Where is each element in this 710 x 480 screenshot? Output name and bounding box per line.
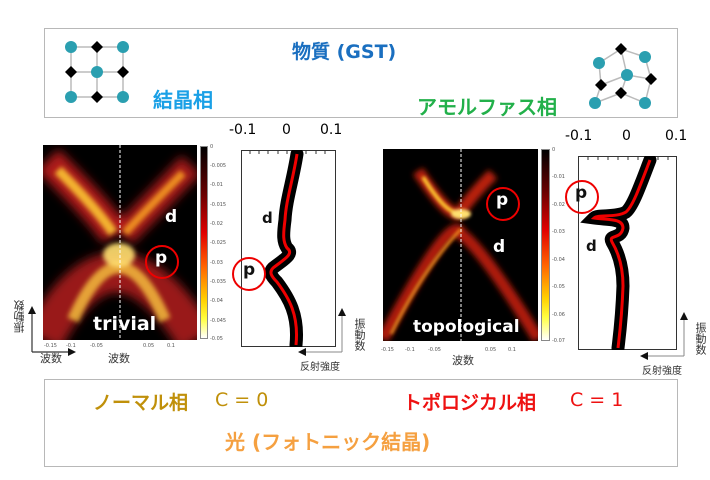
p-band-highlight-circle — [145, 245, 179, 279]
colorbar-tick: -0.045 — [210, 318, 227, 324]
top-tick: 0 — [622, 128, 631, 144]
spectrum-axis-arrows-icon — [298, 308, 346, 356]
colorbar-tick: -0.035 — [210, 279, 227, 285]
x-tick: 0.05 — [485, 347, 497, 353]
top-tick: -0.1 — [565, 128, 593, 144]
normal-chern-number: C = 0 — [215, 389, 269, 411]
x-tick: 0.1 — [508, 347, 516, 353]
colorbar-tick: -0.06 — [552, 312, 565, 318]
spectrum-p-highlight-circle — [565, 180, 599, 214]
topological-phase-label: トポロジカル相 — [403, 392, 537, 414]
trivial-dispersion-map: d p trivial — [43, 145, 197, 340]
colorbar-tick: -0.005 — [210, 163, 227, 169]
colorbar-tick: 0 — [552, 147, 556, 153]
colorbar-tick: -0.02 — [210, 221, 223, 227]
p-band-highlight-circle — [486, 187, 520, 221]
x-tick: -0.1 — [66, 343, 76, 349]
spectrum-x-label: 反射強度 — [642, 366, 682, 377]
x-tick: -0.15 — [381, 347, 394, 353]
colorbar-tick: -0.05 — [210, 336, 223, 342]
spectrum-axis-arrows-icon — [640, 312, 688, 360]
amorphous-lattice-icon — [589, 43, 657, 109]
spectrum-band-label-d: d — [586, 237, 597, 255]
colorbar-tick: -0.04 — [210, 298, 223, 304]
light-subtitle: 光 (フォトニック結晶) — [225, 430, 431, 454]
colorbar-tick: 0 — [210, 144, 214, 150]
amorphous-phase-label: アモルファス相 — [417, 95, 557, 119]
material-title: 物質 (GST) — [292, 41, 397, 63]
top-tick: 0 — [282, 122, 291, 138]
colorbar-tick: -0.01 — [210, 182, 223, 188]
trivial-label: trivial — [93, 313, 157, 335]
axis-arrows-icon — [28, 306, 76, 356]
trivial-colorbar — [200, 146, 208, 339]
topological-dispersion-map: p d topological — [383, 149, 538, 341]
trivial-x-label: 波数 — [108, 352, 130, 365]
spectrum-band-label-d: d — [262, 209, 273, 227]
spectrum-band-label-p: p — [243, 260, 256, 280]
x-tick: 0.05 — [143, 343, 155, 349]
crystal-phase-label: 結晶相 — [153, 88, 213, 112]
top-tick: 0.1 — [320, 122, 343, 138]
x-tick: -0.1 — [405, 347, 415, 353]
colorbar-tick: -0.07 — [552, 338, 565, 344]
band-label-d: d — [493, 237, 506, 257]
trivial-reflection-spectrum: d — [241, 150, 336, 347]
colorbar-tick: -0.01 — [552, 174, 565, 180]
x-tick: -0.05 — [90, 343, 103, 349]
topological-label: topological — [413, 317, 520, 337]
spectrum-y-label: 振動数 — [353, 318, 366, 351]
colorbar-tick: -0.015 — [210, 202, 227, 208]
spectrum-y-label: 振動数 — [694, 322, 707, 355]
spectrum-p-highlight-circle — [232, 257, 266, 291]
top-tick: -0.1 — [229, 122, 257, 138]
colorbar-tick: -0.03 — [210, 260, 223, 266]
top-tick: 0.1 — [665, 128, 688, 144]
light-box: ノーマル相 C = 0 トポロジカル相 C = 1 光 (フォトニック結晶) — [44, 379, 678, 467]
band-label-p: p — [155, 248, 168, 268]
x-tick: -0.05 — [428, 347, 441, 353]
material-box: 物質 (GST) 結晶相 アモルファス相 — [44, 28, 678, 119]
band-label-p: p — [496, 190, 509, 210]
topological-reflection-spectrum: d — [578, 156, 677, 350]
spectrum-band-label-p: p — [575, 183, 588, 203]
topological-chern-number: C = 1 — [570, 389, 624, 411]
axis-x-label: 波数 — [40, 352, 62, 365]
colorbar-tick: -0.03 — [552, 229, 565, 235]
normal-phase-label: ノーマル相 — [93, 392, 189, 414]
spectrum-x-label: 反射強度 — [300, 362, 340, 373]
colorbar-tick: -0.025 — [210, 240, 227, 246]
topological-x-label: 波数 — [452, 354, 474, 367]
axis-y-label: 振動数 — [13, 300, 26, 333]
x-tick: -0.15 — [44, 343, 57, 349]
band-label-d: d — [165, 207, 178, 227]
crystal-lattice-icon — [65, 41, 129, 103]
topological-colorbar — [541, 149, 550, 341]
x-tick: 0.1 — [167, 343, 175, 349]
colorbar-tick: -0.02 — [552, 202, 565, 208]
colorbar-tick: -0.04 — [552, 257, 565, 263]
colorbar-tick: -0.05 — [552, 284, 565, 290]
